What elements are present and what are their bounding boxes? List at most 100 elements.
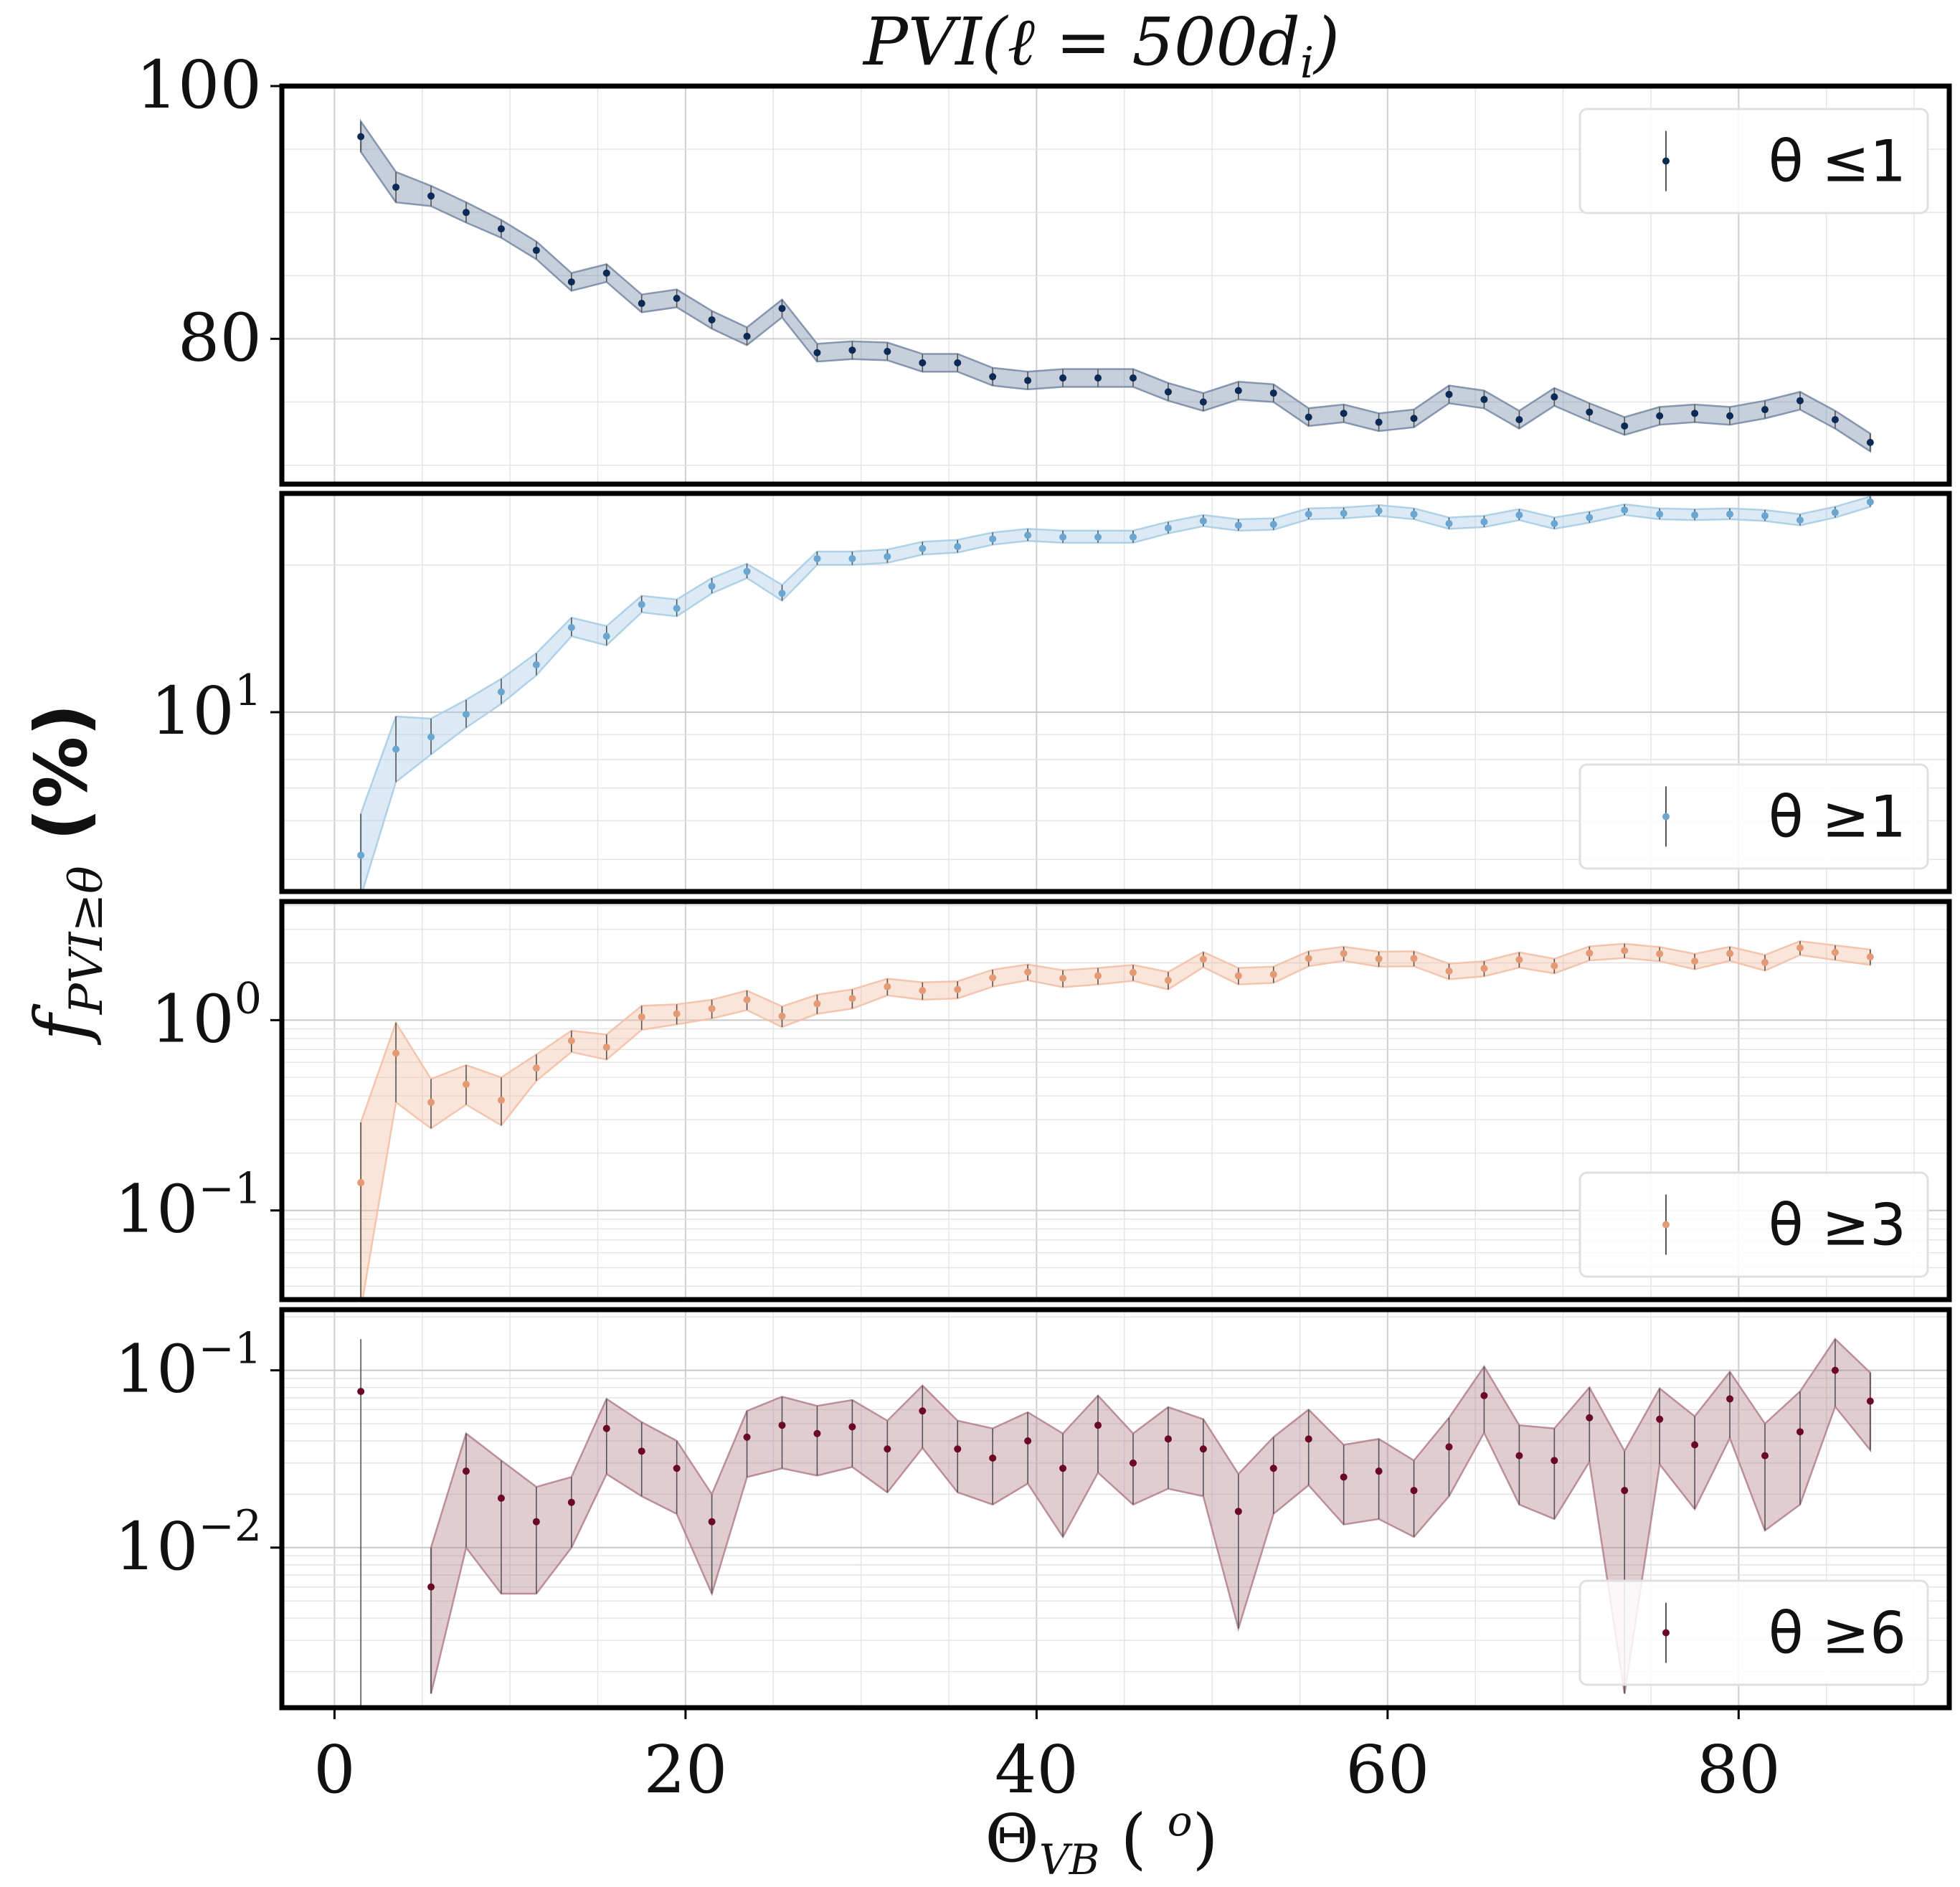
y-tick-label-2-1: 100 (151, 973, 262, 1057)
legend-box-3 (1578, 1579, 1929, 1686)
data-point-2-16 (919, 987, 927, 995)
x-tick-label-2: 40 (995, 1731, 1079, 1808)
data-point-0-33 (1515, 416, 1523, 424)
data-point-2-30 (1410, 955, 1418, 963)
x-tick-label-4: 80 (1697, 1731, 1781, 1808)
data-point-0-1 (392, 183, 400, 191)
data-point-2-21 (1094, 972, 1102, 980)
data-point-0-28 (1340, 410, 1348, 417)
x-axis-label-end: ) (1193, 1800, 1218, 1877)
data-point-1-15 (884, 553, 891, 561)
legend-label-3: θ ≥6 (1769, 1600, 1906, 1667)
data-point-1-32 (1480, 518, 1488, 526)
data-point-0-20 (1059, 374, 1067, 382)
data-point-2-41 (1796, 944, 1804, 952)
legend-label-0: θ ≤1 (1769, 128, 1906, 195)
data-point-0-0 (357, 133, 365, 141)
data-point-0-29 (1375, 418, 1383, 426)
x-axis-label: ΘVB ( o) (985, 1797, 1218, 1884)
data-point-2-25 (1234, 972, 1242, 980)
data-point-3-24 (1199, 1445, 1207, 1453)
data-point-1-5 (532, 661, 540, 668)
y-tick-label-0-0: 80 (178, 299, 262, 376)
data-point-2-5 (532, 1064, 540, 1072)
data-point-0-18 (989, 373, 997, 381)
data-point-1-38 (1691, 511, 1699, 519)
legend-3: θ ≥6 (1578, 1579, 1929, 1686)
data-point-1-24 (1199, 517, 1207, 525)
data-point-1-1 (392, 745, 400, 753)
data-point-1-22 (1129, 533, 1137, 541)
data-point-0-30 (1410, 415, 1418, 422)
data-point-2-39 (1726, 950, 1734, 957)
data-point-2-27 (1305, 955, 1312, 963)
data-point-1-36 (1621, 506, 1629, 514)
data-point-0-34 (1551, 393, 1558, 401)
data-point-3-23 (1164, 1435, 1172, 1443)
y-axis-label: fPVI≥θ (%) (19, 704, 113, 1046)
data-point-2-29 (1375, 955, 1383, 963)
data-point-0-43 (1866, 438, 1874, 446)
y-tick-label-exp-2-0: −1 (199, 1164, 262, 1214)
data-point-3-8 (638, 1447, 645, 1455)
data-point-3-43 (1866, 1397, 1874, 1405)
data-point-1-7 (602, 633, 610, 640)
panel-2-frame (279, 899, 1952, 1302)
legend-0: θ ≤1 (1578, 108, 1929, 214)
data-point-3-26 (1269, 1465, 1277, 1472)
data-point-1-30 (1410, 510, 1418, 518)
legend-marker-0 (1662, 157, 1670, 165)
data-point-1-41 (1796, 516, 1804, 524)
legend-marker-3 (1662, 1629, 1670, 1637)
legend-label-1: θ ≥1 (1769, 784, 1906, 851)
data-point-3-17 (954, 1445, 962, 1453)
data-point-3-42 (1831, 1366, 1839, 1374)
data-point-0-37 (1656, 412, 1664, 420)
y-tick-label-2-0: 10−1 (114, 1164, 262, 1248)
data-point-3-39 (1726, 1395, 1734, 1403)
chart-title: PVI(ℓ = 500di) (862, 4, 1340, 88)
data-point-1-33 (1515, 511, 1523, 519)
y-tick-label-exp-1-0: 1 (235, 666, 262, 716)
data-point-1-25 (1234, 521, 1242, 529)
panel-3-plot-area (282, 1310, 1949, 1708)
x-tick-label-0: 0 (313, 1731, 356, 1808)
data-point-1-26 (1269, 521, 1277, 529)
data-point-0-5 (532, 247, 540, 255)
data-point-3-16 (919, 1407, 927, 1415)
data-point-3-21 (1094, 1422, 1102, 1429)
data-point-1-10 (708, 582, 716, 590)
x-tick-label-1: 20 (643, 1731, 727, 1808)
data-point-2-10 (708, 1005, 716, 1013)
data-point-1-3 (462, 710, 470, 718)
data-point-0-14 (848, 346, 856, 354)
legend-2: θ ≥3 (1578, 1171, 1929, 1278)
data-point-1-4 (497, 688, 505, 696)
data-point-1-17 (954, 543, 962, 551)
y-tick-label-3-1: 10−1 (114, 1324, 262, 1408)
x-axis-label-paren: ( (1099, 1800, 1167, 1877)
data-point-2-1 (392, 1049, 400, 1057)
data-point-2-26 (1269, 970, 1277, 978)
data-point-0-41 (1796, 397, 1804, 405)
data-point-2-37 (1656, 950, 1664, 957)
data-point-1-0 (357, 851, 365, 859)
data-point-3-31 (1445, 1443, 1453, 1451)
data-point-0-15 (884, 348, 891, 355)
data-point-0-6 (567, 278, 575, 286)
data-point-1-8 (638, 600, 645, 608)
data-point-2-31 (1445, 967, 1453, 975)
y-tick-label-base-0-0: 80 (178, 299, 262, 376)
data-point-0-10 (708, 316, 716, 323)
data-point-3-6 (567, 1498, 575, 1506)
data-point-3-41 (1796, 1428, 1804, 1436)
legend-box-0 (1578, 108, 1929, 214)
x-axis-label-sub: VB (1039, 1835, 1100, 1884)
data-point-3-3 (462, 1467, 470, 1475)
data-point-3-32 (1480, 1391, 1488, 1399)
data-point-1-2 (427, 733, 435, 741)
data-point-2-28 (1340, 950, 1348, 957)
data-point-3-13 (813, 1429, 821, 1437)
legend-box-2 (1578, 1171, 1929, 1278)
